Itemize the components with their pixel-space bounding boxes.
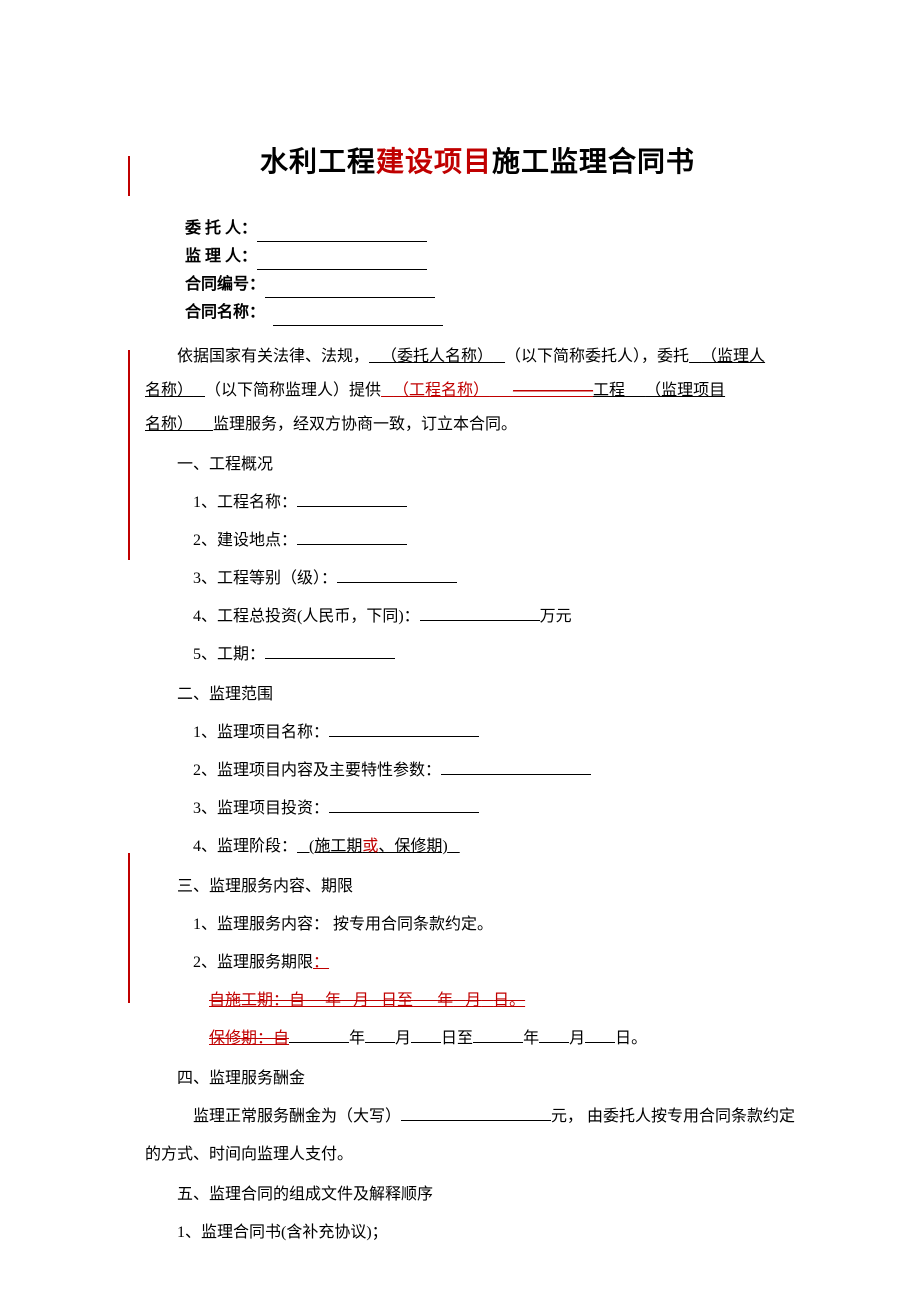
s1-i1-blank xyxy=(297,489,407,507)
p2b: （以下简称监理人）提供 xyxy=(205,382,381,399)
preamble-line1: 依据国家有关法律、法规， （委托人名称） （以下简称委托人），委托 （监理人 xyxy=(145,340,810,374)
supervisor-line: 监 理 人： xyxy=(185,244,810,270)
s3-i2: 2、监理服务期限： xyxy=(145,946,810,980)
s4-blank xyxy=(401,1103,551,1121)
s2-i3: 3、监理项目投资： xyxy=(145,792,810,826)
section3-heading: 三、监理服务内容、期限 xyxy=(145,870,810,904)
title-post: 施工监理合同书 xyxy=(492,147,695,178)
section5-heading: 五、监理合同的组成文件及解释顺序 xyxy=(145,1178,810,1212)
p2a: 名称） xyxy=(145,382,193,399)
s3-del2: 保修期：自 xyxy=(209,1030,289,1047)
p1-client: （委托人名称） xyxy=(369,348,505,365)
s5-i1: 1、监理合同书(含补充协议)； xyxy=(145,1216,810,1250)
s1-i2-blank xyxy=(297,527,407,545)
p1-supervisor: （监理人 xyxy=(689,348,765,365)
s2-i2: 2、监理项目内容及主要特性参数： xyxy=(145,754,810,788)
p2-deleted: ————— xyxy=(513,382,593,399)
revision-mark-1 xyxy=(128,156,130,196)
s4-p2: 的方式、时间向监理人支付。 xyxy=(145,1138,810,1172)
title-inserted: 建设项目 xyxy=(376,147,492,178)
p3a-wrap: 名称） xyxy=(145,416,213,433)
title-pre: 水利工程 xyxy=(260,147,376,178)
p2c-wrap: 工程 （监理项目 xyxy=(593,382,725,399)
section2-heading: 二、监理范围 xyxy=(145,678,810,712)
s3-line2: 保修期：自年月日至年月日。 xyxy=(145,1022,810,1056)
p3b: 监理服务，经双方协商一致，订立本合同。 xyxy=(213,416,517,433)
contract-no-label: 合同编号： xyxy=(185,276,265,293)
preamble: 依据国家有关法律、法规， （委托人名称） （以下简称委托人），委托 （监理人 名… xyxy=(145,340,810,442)
s3-del-line1: 自施工期：自 年 月 日至 年 月 日。 xyxy=(145,984,810,1018)
s2-i4: 4、监理阶段： (施工期或、保修期) xyxy=(145,830,810,864)
s1-i5-blank xyxy=(265,641,395,659)
revision-mark-2 xyxy=(128,350,130,560)
contract-name-label: 合同名称： xyxy=(185,304,265,321)
s1-i1: 1、工程名称： xyxy=(145,486,810,520)
contract-name-line: 合同名称： xyxy=(185,300,810,326)
preamble-line2: 名称） （以下简称监理人）提供 （工程名称） —————工程 （监理项目 xyxy=(145,374,810,408)
preamble-line3: 名称） 监理服务，经双方协商一致，订立本合同。 xyxy=(145,408,810,442)
p2-project: （工程名称） xyxy=(381,382,513,399)
s1-i4-blank xyxy=(420,603,540,621)
s4-p1: 监理正常服务酬金为（大写）元， 由委托人按专用合同条款约定 xyxy=(145,1100,810,1134)
client-blank xyxy=(257,224,427,242)
s1-i3: 3、工程等别（级）： xyxy=(145,562,810,596)
s1-i3-blank xyxy=(337,565,457,583)
p2-gap1 xyxy=(193,382,205,399)
header-block: 委 托 人： 监 理 人： 合同编号： 合同名称： xyxy=(185,216,810,326)
revision-mark-3 xyxy=(128,853,130,1003)
s2-i3-blank xyxy=(329,795,479,813)
s3-del1: 自施工期：自 年 月 日至 年 月 日。 xyxy=(209,992,525,1009)
s2-i1-blank xyxy=(329,719,479,737)
s2-i2-blank xyxy=(441,757,591,775)
document-title: 水利工程建设项目施工监理合同书 xyxy=(145,140,810,180)
client-label: 委 托 人： xyxy=(185,220,257,237)
s3-i1: 1、监理服务内容： 按专用合同条款约定。 xyxy=(145,908,810,942)
s1-i2: 2、建设地点： xyxy=(145,524,810,558)
client-line: 委 托 人： xyxy=(185,216,810,242)
contract-no-line: 合同编号： xyxy=(185,272,810,298)
section1-heading: 一、工程概况 xyxy=(145,448,810,482)
contract-no-blank xyxy=(265,280,435,298)
s2-i4-u: (施工期或、保修期) xyxy=(297,838,460,855)
supervisor-label: 监 理 人： xyxy=(185,248,257,265)
contract-name-blank xyxy=(273,308,443,326)
p1a: 依据国家有关法律、法规， xyxy=(177,348,369,365)
document-page: 水利工程建设项目施工监理合同书 委 托 人： 监 理 人： 合同编号： 合同名称… xyxy=(0,0,920,1314)
body: 依据国家有关法律、法规， （委托人名称） （以下简称委托人），委托 （监理人 名… xyxy=(145,340,810,1250)
section4-heading: 四、监理服务酬金 xyxy=(145,1062,810,1096)
supervisor-blank xyxy=(257,252,427,270)
s2-i1: 1、监理项目名称： xyxy=(145,716,810,750)
p1b: （以下简称委托人），委托 xyxy=(505,348,689,365)
s1-i5: 5、工期： xyxy=(145,638,810,672)
s1-i4: 4、工程总投资(人民币，下同)：万元 xyxy=(145,600,810,634)
